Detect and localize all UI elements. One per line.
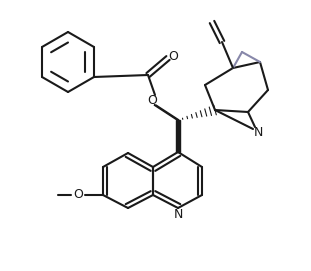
Polygon shape — [176, 120, 180, 152]
Text: O: O — [73, 189, 83, 202]
Text: N: N — [253, 125, 263, 138]
Text: N: N — [173, 208, 183, 221]
Polygon shape — [154, 105, 179, 120]
Text: O: O — [168, 50, 178, 63]
Text: O: O — [147, 93, 157, 107]
